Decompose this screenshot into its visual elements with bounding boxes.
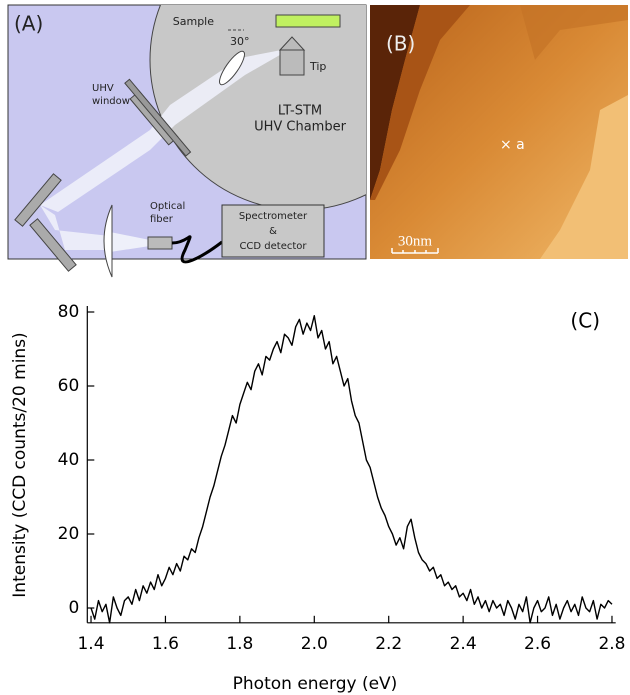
x-tick-label: 1.6 bbox=[152, 634, 179, 654]
terrace bbox=[540, 95, 628, 259]
x-tick-label: 1.4 bbox=[77, 634, 104, 654]
sample bbox=[275, 14, 341, 28]
y-tick-label: 20 bbox=[58, 524, 80, 544]
label: 30° bbox=[230, 35, 250, 48]
label: LT-STM bbox=[278, 104, 322, 119]
spectrometer bbox=[221, 204, 325, 258]
window bbox=[124, 78, 192, 157]
terrace bbox=[520, 5, 628, 60]
scale-bar bbox=[391, 248, 439, 254]
label: Sample bbox=[173, 15, 214, 28]
terrace bbox=[370, 5, 470, 200]
x-tick-label: 2.8 bbox=[598, 634, 625, 654]
x-axis-label: Photon energy (eV) bbox=[233, 674, 398, 694]
label: Spectrometer bbox=[239, 211, 308, 222]
tip bbox=[279, 49, 305, 76]
panel-c: (C) Photon energy (eV) Intensity (CCD co… bbox=[10, 302, 626, 694]
fiber-end bbox=[147, 236, 173, 250]
panel-label: (A) bbox=[14, 12, 43, 36]
label: window bbox=[92, 96, 130, 107]
label: CCD detector bbox=[239, 241, 307, 252]
terrace bbox=[370, 5, 420, 200]
label: Tip bbox=[309, 60, 326, 73]
mirror bbox=[14, 173, 62, 227]
y-tick-label: 0 bbox=[68, 598, 79, 618]
label: UHV bbox=[92, 83, 114, 94]
panel-label: (B) bbox=[386, 32, 415, 56]
y-tick-label: 40 bbox=[58, 450, 80, 470]
x-tick-label: 2.4 bbox=[450, 634, 477, 654]
panel-b: (B) × a 30nm bbox=[370, 5, 628, 259]
scale-label: 30nm bbox=[398, 233, 433, 249]
mirror bbox=[29, 218, 77, 272]
y-axis-label: Intensity (CCD counts/20 mins) bbox=[10, 332, 30, 597]
lens bbox=[219, 50, 245, 86]
beam bbox=[40, 205, 110, 250]
beam bbox=[110, 232, 150, 252]
fiber bbox=[171, 235, 223, 264]
x-tick-label: 2.0 bbox=[301, 634, 328, 654]
y-tick-label: 60 bbox=[58, 376, 80, 396]
marker: × a bbox=[500, 137, 525, 153]
lens bbox=[103, 204, 113, 278]
y-tick-label: 80 bbox=[58, 302, 80, 322]
label: Optical bbox=[150, 201, 185, 212]
x-tick-label: 2.6 bbox=[524, 634, 551, 654]
label: & bbox=[269, 226, 277, 237]
x-tick-label: 2.2 bbox=[375, 634, 402, 654]
label: fiber bbox=[150, 214, 174, 225]
spectrum-line bbox=[90, 315, 613, 624]
panel-a: (A) Sample 30° Tip UHV window LT-STM UHV… bbox=[7, 4, 367, 278]
label: UHV Chamber bbox=[254, 120, 347, 135]
x-tick-label: 1.8 bbox=[226, 634, 253, 654]
panel-label: (C) bbox=[570, 309, 600, 333]
